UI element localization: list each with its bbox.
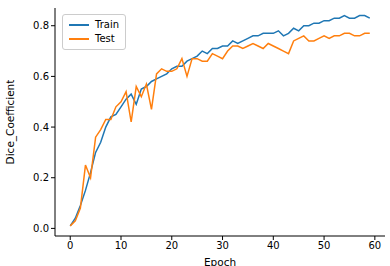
html-text:Train: Train: [95, 19, 119, 30]
svg-text:0.4: 0.4: [33, 122, 49, 133]
svg-text:10: 10: [115, 240, 128, 251]
svg-text:0.8: 0.8: [33, 20, 49, 31]
svg-text:0.2: 0.2: [33, 172, 49, 183]
svg-text:60: 60: [368, 240, 381, 251]
svg-text:0.0: 0.0: [33, 223, 49, 234]
svg-text:50: 50: [318, 240, 331, 251]
html-text:Test: Test: [95, 33, 115, 44]
svg-text:20: 20: [165, 240, 178, 251]
svg-text:0: 0: [67, 240, 73, 251]
svg-text:0.6: 0.6: [33, 71, 49, 82]
svg-text:30: 30: [216, 240, 229, 251]
svg-text:Dice_Coefficient: Dice_Coefficient: [8, 80, 17, 165]
svg-text:Epoch: Epoch: [204, 256, 236, 266]
svg-text:40: 40: [267, 240, 280, 251]
